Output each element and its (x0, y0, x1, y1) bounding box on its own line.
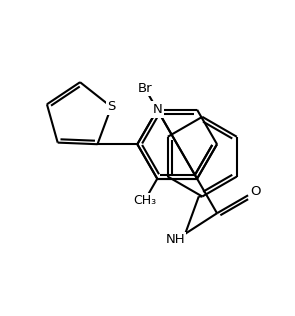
Text: NH: NH (166, 233, 186, 246)
Text: N: N (153, 103, 162, 116)
Text: Br: Br (137, 82, 152, 95)
Text: O: O (250, 185, 260, 198)
Text: CH₃: CH₃ (133, 194, 156, 207)
Text: S: S (107, 100, 115, 113)
